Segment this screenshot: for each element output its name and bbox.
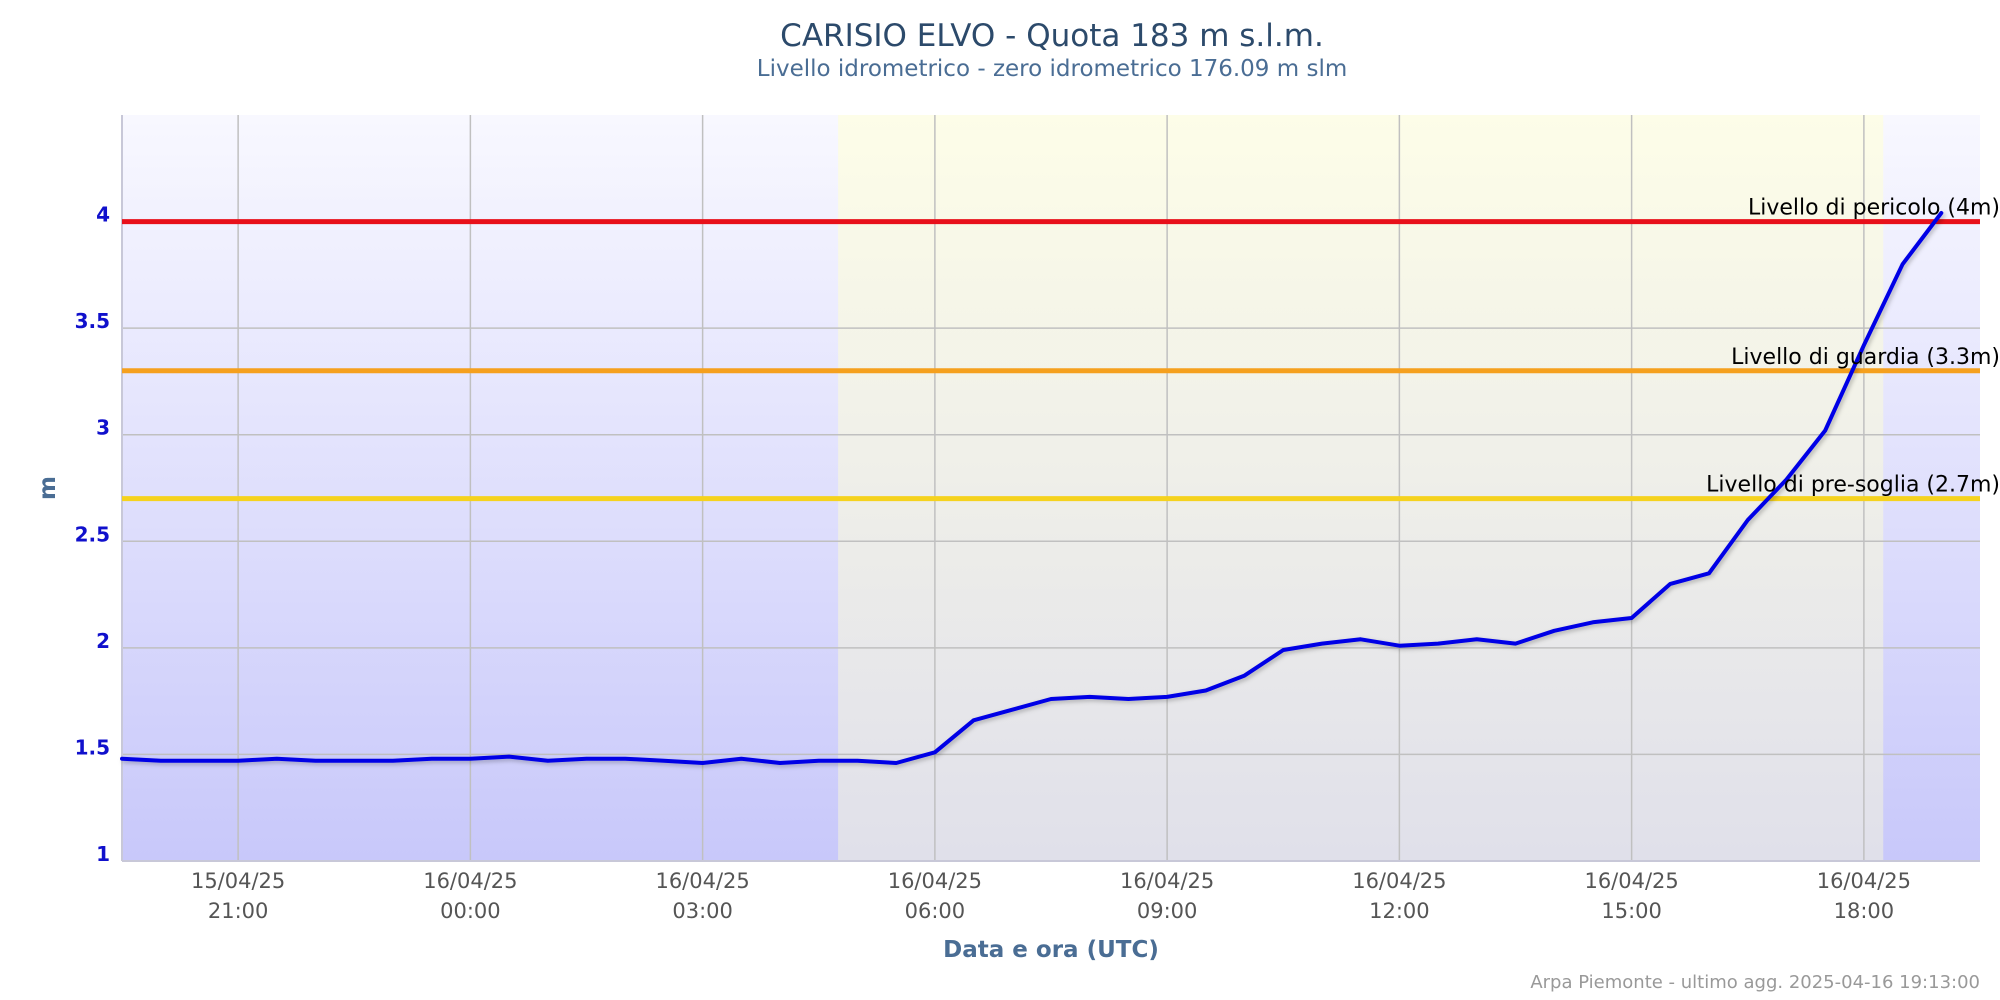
y-tick-label: 1.5 xyxy=(75,735,110,759)
threshold-label: Livello di guardia (3.3m) xyxy=(1731,345,2000,370)
y-tick-label: 3 xyxy=(96,416,110,440)
y-tick-label: 4 xyxy=(96,203,110,227)
x-tick-time: 00:00 xyxy=(440,899,501,923)
chart-subtitle: Livello idrometrico - zero idrometrico 1… xyxy=(756,56,1348,82)
x-tick-time: 21:00 xyxy=(208,899,269,923)
x-tick-date: 16/04/25 xyxy=(1817,869,1911,893)
credits: Arpa Piemonte - ultimo agg. 2025-04-16 1… xyxy=(1530,972,1980,993)
x-tick-time: 09:00 xyxy=(1137,899,1198,923)
x-tick-date: 16/04/25 xyxy=(1352,869,1446,893)
x-tick-date: 16/04/25 xyxy=(655,869,749,893)
x-tick-time: 12:00 xyxy=(1369,899,1430,923)
y-tick-label: 1 xyxy=(96,842,110,866)
threshold-label: Livello di pre-soglia (2.7m) xyxy=(1706,473,2000,498)
x-tick-time: 03:00 xyxy=(672,899,733,923)
x-tick-time: 15:00 xyxy=(1601,899,1662,923)
x-tick-time: 06:00 xyxy=(905,899,966,923)
y-axis-title: m xyxy=(35,476,61,500)
series-line xyxy=(120,211,1944,765)
y-tick-label: 2.5 xyxy=(75,522,110,546)
y-tick-label: 3.5 xyxy=(75,309,110,333)
x-tick-date: 16/04/25 xyxy=(888,869,982,893)
x-tick-date: 15/04/25 xyxy=(191,869,285,893)
x-tick-date: 16/04/25 xyxy=(423,869,517,893)
x-tick-time: 18:00 xyxy=(1834,899,1895,923)
x-tick-date: 16/04/25 xyxy=(1120,869,1214,893)
x-axis-title: Data e ora (UTC) xyxy=(943,937,1159,963)
y-tick-label: 2 xyxy=(96,629,110,653)
x-tick-date: 16/04/25 xyxy=(1584,869,1678,893)
chart-title: CARISIO ELVO - Quota 183 m s.l.m. xyxy=(780,18,1324,54)
daylight-band xyxy=(838,115,1884,861)
threshold-label: Livello di pericolo (4m) xyxy=(1748,196,2000,221)
